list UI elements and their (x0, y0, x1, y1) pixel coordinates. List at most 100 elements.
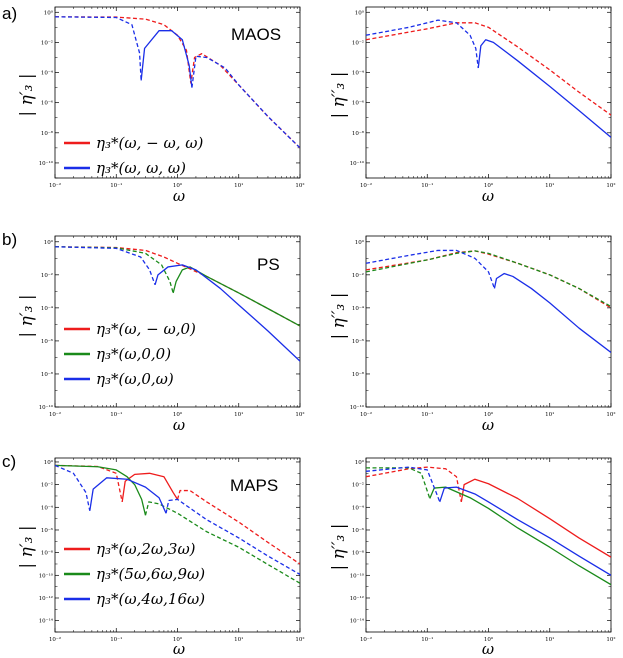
b-right-ytick-label: 10⁻⁴ (352, 305, 365, 312)
legend-a-entry-1: η₃*(ω, − ω, ω) (96, 134, 203, 152)
b-left-xtick-label: 10² (295, 411, 304, 418)
c-left-series-group (55, 464, 300, 584)
a-left-xtick-label: 10⁰ (173, 182, 183, 189)
y-label-a-right: | η′′₃ | (329, 72, 349, 119)
b-left-series-blue-dashed-segment (55, 246, 156, 285)
a-right-frame (365, 6, 612, 179)
c-right-xtick-label: 10⁰ (484, 636, 494, 643)
a-right-ytick-label: 10⁻⁸ (352, 130, 365, 137)
b-right-series-red-dashed-segment (366, 250, 611, 309)
a-right-ytick-label: 10⁻⁶ (352, 100, 365, 107)
c-left-xtick-label: 10² (295, 636, 304, 643)
c-right-ytick-label: 10⁻¹⁴ (350, 618, 365, 625)
a-right-xtick-label: 10⁻² (360, 182, 372, 189)
b-left-xtick-label: 10⁻¹ (110, 411, 122, 418)
chart-b-right: 10⁻² 10⁻¹ 10⁰ 10¹ 10² 10⁰ 10⁻² 10⁻⁴ 10⁻⁶ 10⁻⁸ 10⁻¹… (350, 235, 616, 418)
c-right-series-blue-dashed-segment (366, 466, 441, 503)
x-label-c-right: ω (482, 640, 494, 658)
y-label-c-left: | η′₃ | (17, 525, 37, 568)
c-right-ytick-label: 10⁻⁸ (352, 550, 365, 557)
c-left-series-blue-dashed-segment (55, 464, 91, 511)
b-right-ytick-label: 10⁻⁸ (352, 371, 365, 378)
c-left-xtick-label: 10⁻² (49, 636, 61, 643)
x-label-c-left: ω (173, 640, 185, 658)
b-right-xtick-label: 10⁰ (484, 411, 494, 418)
legend-b-entry-3: η₃*(ω,0,ω) (96, 370, 174, 388)
a-right-series-group (366, 19, 611, 138)
c-left-xtick-label: 10⁰ (173, 636, 183, 643)
c-left-series-red-dashed-segment (55, 464, 123, 503)
b-left-series-green-dashed-segment (55, 246, 174, 294)
c-right-series-green-solid-segment (429, 486, 611, 586)
a-right-ytick-label: 10⁻² (352, 39, 364, 46)
c-left-ytick-label: 10⁰ (44, 459, 54, 466)
c-right-series-group (366, 466, 611, 586)
c-left-series-red-solid-segment (121, 472, 179, 502)
x-label-b-left: ω (173, 416, 185, 434)
c-left-ytick-label: 10⁻² (41, 482, 53, 489)
a-left-series-blue-dashed-segment (191, 55, 300, 149)
c-left-ytick-label: 10⁻¹² (39, 595, 53, 602)
a-left-ytick-label: 10⁻⁸ (41, 130, 54, 137)
a-right-ytick-label: 10⁻¹⁰ (350, 160, 365, 167)
c-left-ytick-label: 10⁻⁴ (41, 504, 54, 511)
panel-c-title: MAPS (230, 476, 278, 495)
y-label-b-left: | η′₃ | (17, 294, 37, 337)
a-left-xtick-label: 10⁻¹ (110, 182, 122, 189)
panel-a-letter: a) (2, 4, 17, 23)
c-right-ytick-label: 10⁻¹⁰ (350, 572, 365, 579)
a-left-ytick-label: 10⁻⁴ (41, 70, 54, 77)
c-left-xtick-label: 10¹ (234, 636, 243, 643)
c-right-xtick-label: 10¹ (545, 636, 554, 643)
a-left-series-blue-solid-segment (140, 30, 193, 88)
x-label-b-right: ω (482, 416, 494, 434)
legend-b-entry-2: η₃*(ω,0,0) (96, 345, 171, 363)
a-left-ytick-label: 10⁻⁶ (41, 100, 54, 107)
panel-c-letter: c) (2, 452, 16, 471)
b-right-series-group (366, 249, 611, 353)
chart-c-right: 10⁻² 10⁻¹ 10⁰ 10¹ 10² 10⁰ 10⁻² 10⁻⁴ 10⁻⁶ 10⁻⁸ 10⁻¹… (350, 457, 616, 643)
a-left-ytick-label: 10⁻² (41, 39, 53, 46)
b-left-ytick-label: 10⁻¹⁰ (39, 404, 54, 411)
x-label-a-right: ω (482, 187, 494, 205)
a-right-xtick-label: 10¹ (545, 182, 554, 189)
legend-b-entry-1: η₃*(ω, − ω,0) (96, 320, 196, 338)
a-left-series-group (55, 16, 300, 149)
c-left-ytick-label: 10⁻¹⁴ (39, 618, 54, 625)
b-right-frame (365, 235, 612, 408)
panel-a-title: MAOS (231, 25, 281, 44)
c-right-ytick-label: 10⁻⁶ (352, 527, 365, 534)
b-left-ytick-label: 10⁰ (44, 239, 54, 246)
c-left-series-green-solid-segment (55, 464, 147, 516)
c-left-xtick-label: 10⁻¹ (110, 636, 122, 643)
y-label-c-right: | η′′₃ | (329, 524, 349, 571)
y-label-a-left: | η′₃ | (17, 73, 37, 116)
a-left-xtick-label: 10² (295, 182, 304, 189)
c-right-ytick-label: 10⁻¹² (350, 595, 364, 602)
b-left-series-blue-solid-segment (154, 264, 300, 362)
c-left-ytick-label: 10⁻¹⁰ (39, 572, 54, 579)
c-right-ytick-label: 10⁻⁴ (352, 504, 365, 511)
chart-c-left: 10⁻² 10⁻¹ 10⁰ 10¹ 10² 10⁰ 10⁻² 10⁻⁴ 10⁻⁶ 10⁻⁸ 10⁻¹… (39, 457, 305, 643)
chart-a-right: 10⁻² 10⁻¹ 10⁰ 10¹ 10² 10⁰ 10⁻² 10⁻⁴ 10⁻⁶ 10⁻⁸ 10⁻¹… (350, 6, 616, 189)
c-right-series-red-solid-segment (460, 478, 611, 558)
y-label-b-right: | η′′₃ | (329, 293, 349, 340)
a-right-series-blue-dashed-segment (366, 19, 479, 69)
b-left-xtick-label: 10¹ (234, 411, 243, 418)
c-right-ytick-label: 10⁻² (352, 482, 364, 489)
a-right-xtick-label: 10⁰ (484, 182, 494, 189)
b-left-series-green-solid-segment (172, 266, 300, 327)
c-right-ytick-label: 10⁰ (355, 459, 365, 466)
c-right-series-green-dashed-segment (366, 467, 431, 499)
a-right-xtick-label: 10² (606, 182, 615, 189)
a-right-ytick-label: 10⁰ (355, 9, 365, 16)
c-left-ytick-label: 10⁻⁸ (41, 550, 54, 557)
b-left-xtick-label: 10⁻² (49, 411, 61, 418)
legend-c-entry-3: η₃*(ω,4ω,16ω) (96, 590, 205, 608)
c-right-xtick-label: 10⁻² (360, 636, 372, 643)
c-right-xtick-label: 10² (606, 636, 615, 643)
c-right-series-blue-solid-segment (439, 486, 611, 576)
c-left-series-blue-dashed-segment (165, 498, 300, 575)
c-left-series-blue-solid-segment (89, 477, 167, 514)
b-left-series-group (55, 246, 300, 362)
